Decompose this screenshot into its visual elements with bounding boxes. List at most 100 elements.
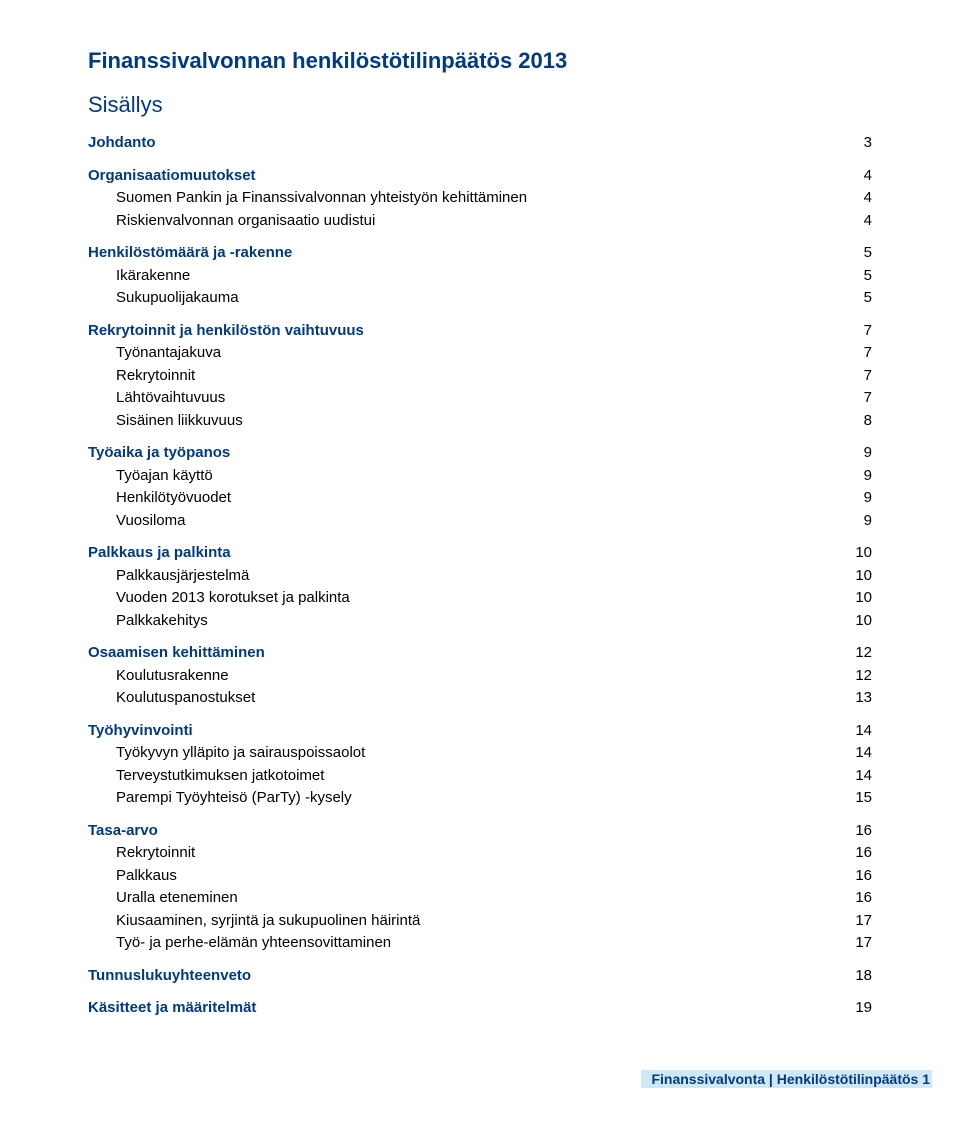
toc-page: 16 (855, 842, 872, 865)
page-footer: FinanssivalvontaHenkilöstötilinpäätös 1 (641, 1070, 932, 1088)
toc-page: 10 (855, 587, 872, 610)
toc-page: 18 (855, 965, 872, 988)
toc-label: Osaamisen kehittäminen (88, 642, 265, 665)
toc-page: 10 (855, 542, 872, 565)
toc-page: 7 (864, 320, 872, 343)
toc-entry-level1[interactable]: Koulutuspanostukset13 (88, 687, 872, 710)
toc-entry-level0[interactable]: Käsitteet ja määritelmät 19 (88, 997, 872, 1020)
toc-entry-level1[interactable]: Lähtövaihtuvuus 7 (88, 387, 872, 410)
toc-page: 10 (855, 565, 872, 588)
toc-page: 7 (864, 387, 872, 410)
toc-label: Työkyvyn ylläpito ja sairauspoissaolot (88, 742, 365, 765)
toc-page: 7 (864, 342, 872, 365)
toc-label: Työnantajakuva (88, 342, 221, 365)
toc-label: Työajan käyttö (88, 465, 213, 488)
toc-page: 5 (864, 287, 872, 310)
toc-label: Organisaatiomuutokset (88, 165, 256, 188)
toc-entry-level1[interactable]: Uralla eteneminen16 (88, 887, 872, 910)
toc-entry-level1[interactable]: Työkyvyn ylläpito ja sairauspoissaolot14 (88, 742, 872, 765)
toc-entry-level0[interactable]: Työaika ja työpanos 9 (88, 442, 872, 465)
toc-page: 5 (864, 242, 872, 265)
toc-entry-level1[interactable]: Rekrytoinnit7 (88, 365, 872, 388)
toc-entry-level1[interactable]: Työnantajakuva 7 (88, 342, 872, 365)
toc-page: 9 (864, 442, 872, 465)
toc-label: Rekrytoinnit ja henkilöstön vaihtuvuus (88, 320, 364, 343)
toc-entry-level1[interactable]: Ikärakenne5 (88, 265, 872, 288)
toc-label: Koulutuspanostukset (88, 687, 255, 710)
toc-label: Riskienvalvonnan organisaatio uudistui (88, 210, 375, 233)
toc-section: Henkilöstömäärä ja -rakenne 5Ikärakenne5S… (88, 242, 872, 310)
toc-label: Rekrytoinnit (88, 842, 195, 865)
toc-label: Sisäinen liikkuvuus (88, 410, 243, 433)
toc-section: Tasa-arvo16Rekrytoinnit16Palkkaus16Urall… (88, 820, 872, 955)
toc-entry-level0[interactable]: Osaamisen kehittäminen 12 (88, 642, 872, 665)
toc-entry-level0[interactable]: Työhyvinvointi 14 (88, 720, 872, 743)
toc-page: 9 (864, 465, 872, 488)
toc-label: Työhyvinvointi (88, 720, 193, 743)
toc-label: Tunnuslukuyhteenveto (88, 965, 251, 988)
toc-entry-level1[interactable]: Henkilötyövuodet9 (88, 487, 872, 510)
toc-entry-level1[interactable]: Terveystutkimuksen jatkotoimet 14 (88, 765, 872, 788)
toc-section: Käsitteet ja määritelmät 19 (88, 997, 872, 1020)
toc-label: Henkilötyövuodet (88, 487, 231, 510)
toc-section: Organisaatiomuutokset 4 Suomen Pankin ja F… (88, 165, 872, 233)
toc-label: Parempi Työyhteisö (ParTy) -kysely (88, 787, 352, 810)
toc-label: Tasa-arvo (88, 820, 158, 843)
toc-page: 16 (855, 820, 872, 843)
toc-page: 12 (855, 642, 872, 665)
table-of-contents: Johdanto 3 Organisaatiomuutokset 4 Suomen Pa… (88, 132, 872, 1020)
toc-entry-level1[interactable]: Palkkausjärjestelmä 10 (88, 565, 872, 588)
toc-entry-level0[interactable]: Tasa-arvo 16 (88, 820, 872, 843)
toc-label: Sukupuolijakauma (88, 287, 239, 310)
toc-label: Työaika ja työpanos (88, 442, 230, 465)
toc-entry-level1[interactable]: Vuoden 2013 korotukset ja palkinta 10 (88, 587, 872, 610)
toc-page: 8 (864, 410, 872, 433)
toc-label: Henkilöstömäärä ja -rakenne (88, 242, 292, 265)
toc-entry-level1[interactable]: Riskienvalvonnan organisaatio uudistui4 (88, 210, 872, 233)
toc-entry-level1[interactable]: Vuosiloma9 (88, 510, 872, 533)
toc-page: 4 (864, 187, 872, 210)
toc-section: Työhyvinvointi14Työkyvyn ylläpito ja sai… (88, 720, 872, 810)
toc-entry-level1[interactable]: Työ- ja perhe-elämän yhteensovittaminen1… (88, 932, 872, 955)
toc-page: 14 (855, 765, 872, 788)
toc-entry-level0[interactable]: Rekrytoinnit ja henkilöstön vaihtuvuus 7 (88, 320, 872, 343)
toc-entry-level1[interactable]: Palkkakehitys10 (88, 610, 872, 633)
toc-page: 15 (855, 787, 872, 810)
toc-entry-level1[interactable]: Työajan käyttö 9 (88, 465, 872, 488)
toc-entry-level1[interactable]: Suomen Pankin ja Finanssivalvonnan yhtei… (88, 187, 872, 210)
toc-label: Palkkausjärjestelmä (88, 565, 249, 588)
toc-entry-level0[interactable]: Henkilöstömäärä ja -rakenne 5 (88, 242, 872, 265)
toc-page: 17 (855, 910, 872, 933)
toc-entry-level0[interactable]: Tunnuslukuyhteenveto 18 (88, 965, 872, 988)
toc-page: 5 (864, 265, 872, 288)
toc-page: 16 (855, 887, 872, 910)
toc-label: Suomen Pankin ja Finanssivalvonnan yhtei… (88, 187, 527, 210)
toc-page: 4 (864, 165, 872, 188)
toc-label: Vuoden 2013 korotukset ja palkinta (88, 587, 350, 610)
toc-page: 14 (855, 720, 872, 743)
toc-label: Vuosiloma (88, 510, 185, 533)
toc-entry-level0[interactable]: Organisaatiomuutokset 4 (88, 165, 872, 188)
toc-page: 19 (855, 997, 872, 1020)
toc-entry-level1[interactable]: Sukupuolijakauma 5 (88, 287, 872, 310)
toc-label: Koulutusrakenne (88, 665, 229, 688)
toc-label: Terveystutkimuksen jatkotoimet (88, 765, 324, 788)
toc-label: Käsitteet ja määritelmät (88, 997, 256, 1020)
toc-label: Lähtövaihtuvuus (88, 387, 225, 410)
toc-page: 16 (855, 865, 872, 888)
toc-entry-level1[interactable]: Rekrytoinnit 16 (88, 842, 872, 865)
toc-entry-level0[interactable]: Johdanto 3 (88, 132, 872, 155)
contents-heading: Sisällys (88, 92, 872, 118)
toc-entry-level1[interactable]: Palkkaus16 (88, 865, 872, 888)
toc-page: 3 (864, 132, 872, 155)
toc-entry-level1[interactable]: Koulutusrakenne12 (88, 665, 872, 688)
toc-label: Johdanto (88, 132, 156, 155)
footer-separator (765, 1071, 777, 1087)
toc-page: 10 (855, 610, 872, 633)
toc-section: Johdanto 3 (88, 132, 872, 155)
toc-page: 17 (855, 932, 872, 955)
toc-entry-level0[interactable]: Palkkaus ja palkinta10 (88, 542, 872, 565)
toc-entry-level1[interactable]: Parempi Työyhteisö (ParTy) -kysely 15 (88, 787, 872, 810)
toc-entry-level1[interactable]: Kiusaaminen, syrjintä ja sukupuolinen hä… (88, 910, 872, 933)
toc-entry-level1[interactable]: Sisäinen liikkuvuus 8 (88, 410, 872, 433)
